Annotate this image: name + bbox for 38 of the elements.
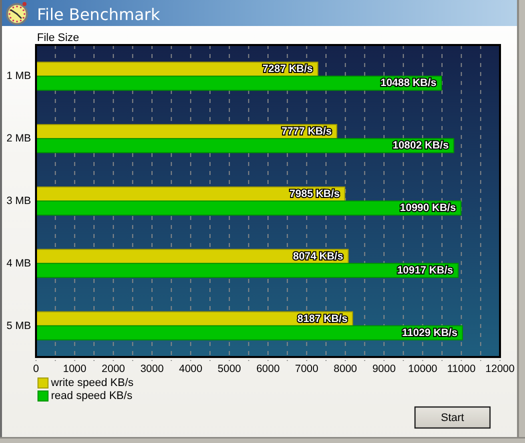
- bar: [36, 200, 462, 216]
- y-axis-title: File Size: [37, 32, 80, 44]
- legend-label: write speed KB/s: [50, 377, 134, 389]
- x-tick-label: 9000: [372, 363, 396, 375]
- chart-title: File Benchmark: [37, 5, 161, 24]
- data-label: 7287 KB/s: [262, 63, 313, 76]
- x-tick-label: 4000: [178, 363, 203, 375]
- data-label: 8187 KB/s: [297, 312, 348, 325]
- y-tick-label: 1 MB: [6, 70, 31, 82]
- x-tick-label: 3000: [140, 363, 164, 375]
- x-tick-label: 12000: [485, 363, 515, 375]
- data-label: 8074 KB/s: [292, 250, 344, 262]
- x-tick-label: 0: [33, 363, 40, 375]
- data-label: 10917 KB/s: [397, 264, 454, 276]
- y-tick-label: 5 MB: [6, 320, 31, 332]
- x-tick-label: 8000: [334, 363, 358, 375]
- x-tick-label: 10000: [408, 363, 438, 375]
- x-tick-label: 6000: [256, 363, 280, 375]
- x-tick-label: 5000: [218, 363, 242, 375]
- legend-label: read speed KB/s: [51, 390, 133, 402]
- bar: [36, 262, 459, 278]
- bar: [36, 325, 463, 340]
- data-label: 7985 KB/s: [290, 188, 340, 200]
- bar: [36, 138, 454, 154]
- data-label: 10488 KB/s: [380, 77, 437, 90]
- y-tick-label: 2 MB: [6, 132, 31, 145]
- bar: [36, 76, 442, 91]
- y-tick-label: 4 MB: [6, 257, 31, 270]
- x-tick-label: 1000: [62, 363, 87, 375]
- data-label: 7777 KB/s: [282, 126, 332, 138]
- x-tick-label: 7000: [294, 363, 319, 375]
- data-label: 10802 KB/s: [392, 140, 449, 152]
- x-tick-label: 2000: [102, 363, 126, 375]
- y-tick-label: 3 MB: [6, 195, 31, 207]
- data-label: 11029 KB/s: [402, 326, 458, 339]
- button: Start: [414, 406, 491, 429]
- x-tick-label: 11000: [447, 363, 476, 375]
- data-label: 10990 KB/s: [400, 202, 456, 214]
